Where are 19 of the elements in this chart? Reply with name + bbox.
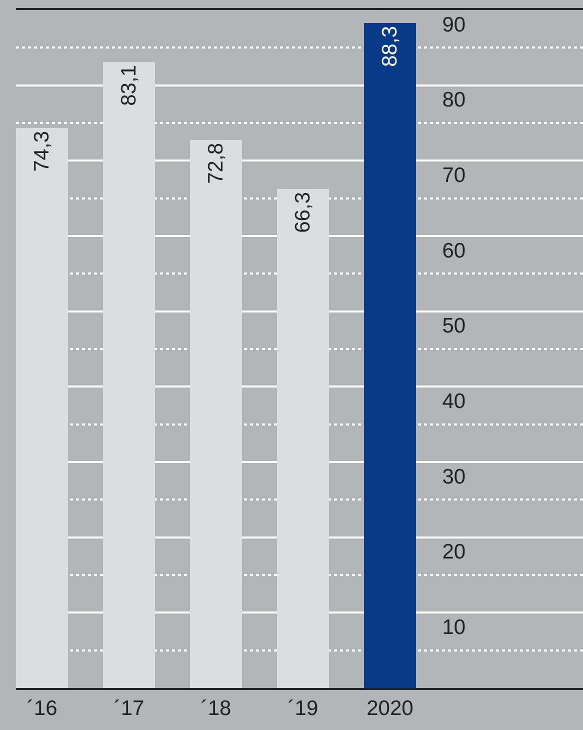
data-label: 66,3 (292, 192, 314, 233)
data-label: 74,3 (30, 131, 54, 172)
y-tick-label: 80 (442, 88, 466, 112)
x-tick-label: ´17 (114, 696, 144, 720)
y-tick-label: 10 (442, 616, 466, 640)
y-tick-label: 70 (442, 164, 466, 188)
x-tick-label: ´18 (200, 696, 232, 720)
data-label: 88,3 (378, 26, 402, 67)
x-tick-label: ´19 (288, 696, 318, 720)
y-tick-label: 30 (442, 465, 466, 488)
y-tick-label: 40 (442, 390, 466, 414)
data-label: 83,1 (118, 65, 140, 106)
y-tick-label: 20 (442, 540, 466, 564)
y-tick-label: 50 (442, 314, 466, 338)
y-tick-label: 60 (442, 239, 466, 262)
y-tick-label: 90 (442, 13, 466, 36)
x-tick-label: ´16 (26, 696, 58, 720)
data-label: 72,8 (204, 143, 228, 184)
x-tick-label: 2020 (366, 696, 414, 720)
